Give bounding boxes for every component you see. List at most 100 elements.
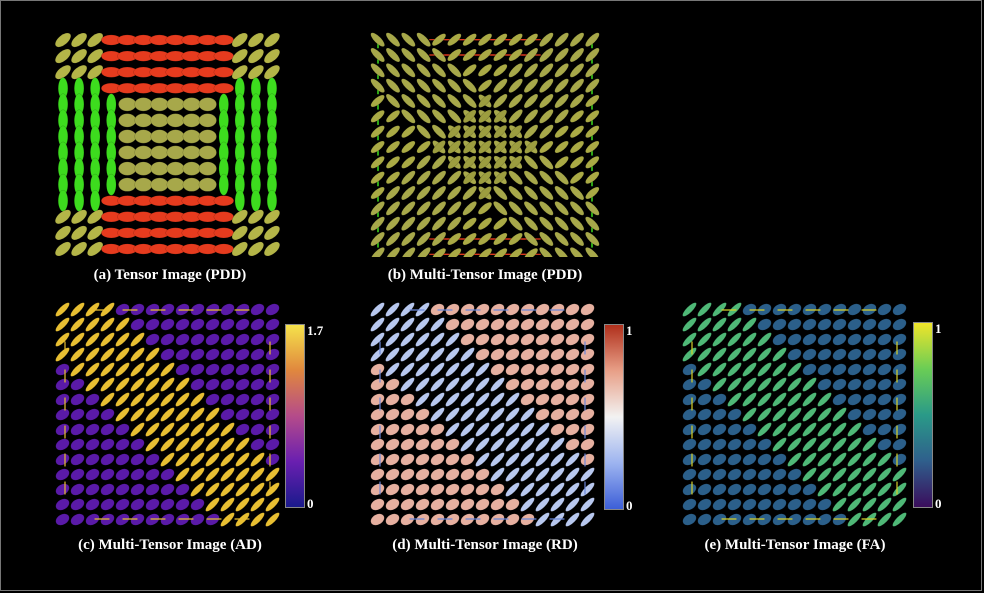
blob-glyph [385, 498, 400, 511]
band-glyph [565, 467, 580, 482]
blob-glyph [505, 513, 520, 526]
band-glyph [430, 392, 445, 407]
center-glyph [198, 177, 217, 192]
blob-glyph [490, 348, 505, 361]
center-glyph [118, 161, 137, 176]
blob-glyph [235, 363, 250, 376]
blob-glyph [475, 348, 490, 361]
diagonal-glyph [523, 231, 539, 247]
blob-glyph [535, 303, 550, 316]
band-glyph [85, 347, 100, 362]
band-glyph [220, 422, 235, 437]
diagonal-glyph [431, 155, 447, 170]
blob-glyph [115, 453, 130, 466]
diagonal-glyph [554, 93, 569, 109]
band-glyph [205, 497, 220, 512]
diagonal-glyph [523, 33, 539, 46]
blob-glyph [160, 513, 175, 526]
blob-glyph [55, 468, 70, 481]
diagonal-glyph [539, 185, 554, 201]
blob-glyph [250, 333, 265, 346]
blob-glyph [697, 438, 712, 451]
blob-glyph [130, 483, 145, 496]
blob-glyph [565, 438, 580, 451]
diagonal-glyph [370, 63, 385, 78]
blob-glyph [682, 438, 697, 451]
blob-glyph [220, 393, 235, 406]
diagonal-glyph [585, 94, 600, 108]
band-glyph [832, 497, 847, 512]
blob-glyph [250, 378, 265, 391]
blob-glyph [190, 348, 205, 361]
panel-d-multitensor-rd [370, 302, 595, 527]
blob-glyph [565, 378, 580, 391]
blob-glyph [370, 393, 385, 406]
diagonal-glyph [508, 232, 523, 246]
blob-glyph [70, 393, 85, 406]
blob-glyph [712, 423, 727, 436]
corner-glyph [247, 225, 264, 241]
blob-glyph [385, 423, 400, 436]
band-glyph [235, 452, 250, 467]
band-glyph [160, 437, 175, 452]
blob-glyph [85, 513, 100, 526]
corner-glyph [71, 209, 88, 225]
diagonal-glyph [508, 48, 523, 62]
cross-glyph [478, 186, 492, 200]
band-glyph [220, 437, 235, 452]
diagonal-glyph [585, 186, 600, 200]
band-glyph [682, 317, 697, 332]
blob-glyph [892, 453, 907, 466]
band-glyph [115, 407, 130, 422]
band-glyph [697, 332, 712, 347]
band-glyph [772, 437, 787, 452]
blob-glyph [697, 483, 712, 496]
blob-glyph [130, 453, 145, 466]
blob-glyph [190, 303, 205, 316]
tensor-glyph-field-a [55, 32, 280, 257]
blob-glyph [130, 498, 145, 511]
blob-glyph [415, 408, 430, 421]
vertical-glyph [90, 189, 101, 212]
band-glyph [787, 422, 802, 437]
blob-glyph [505, 348, 520, 361]
horizontal-glyph [213, 34, 234, 46]
corner-glyph [247, 48, 264, 64]
blob-glyph [862, 363, 877, 376]
band-glyph [712, 317, 727, 332]
blob-glyph [160, 303, 175, 316]
blob-glyph [160, 468, 175, 481]
center-glyph [150, 129, 169, 144]
blob-glyph [772, 453, 787, 466]
band-glyph [697, 347, 712, 362]
band-glyph [742, 407, 757, 422]
blob-glyph [892, 393, 907, 406]
blob-glyph [682, 513, 697, 526]
blob-glyph [757, 438, 772, 451]
corner-glyph [87, 225, 104, 241]
diagonal-glyph [416, 201, 431, 216]
blob-glyph [475, 498, 490, 511]
band-glyph [190, 482, 205, 497]
corner-glyph [263, 225, 280, 241]
band-glyph [130, 407, 145, 422]
band-glyph [145, 377, 160, 392]
blob-glyph [250, 318, 265, 331]
diagonal-glyph [569, 171, 585, 184]
blob-glyph [400, 408, 415, 421]
blob-glyph [85, 423, 100, 436]
band-glyph [802, 407, 817, 422]
blob-glyph [787, 498, 802, 511]
corner-glyph [231, 32, 248, 48]
band-glyph [130, 347, 145, 362]
diagonal-glyph [569, 185, 585, 201]
center-glyph [134, 97, 153, 112]
horizontal-glyph [213, 50, 234, 62]
diagonal-glyph [385, 247, 401, 257]
band-glyph [430, 332, 445, 347]
blob-glyph [85, 498, 100, 511]
band-glyph [145, 407, 160, 422]
band-glyph [370, 317, 385, 332]
blob-glyph [580, 318, 595, 331]
diagonal-glyph [585, 247, 600, 257]
